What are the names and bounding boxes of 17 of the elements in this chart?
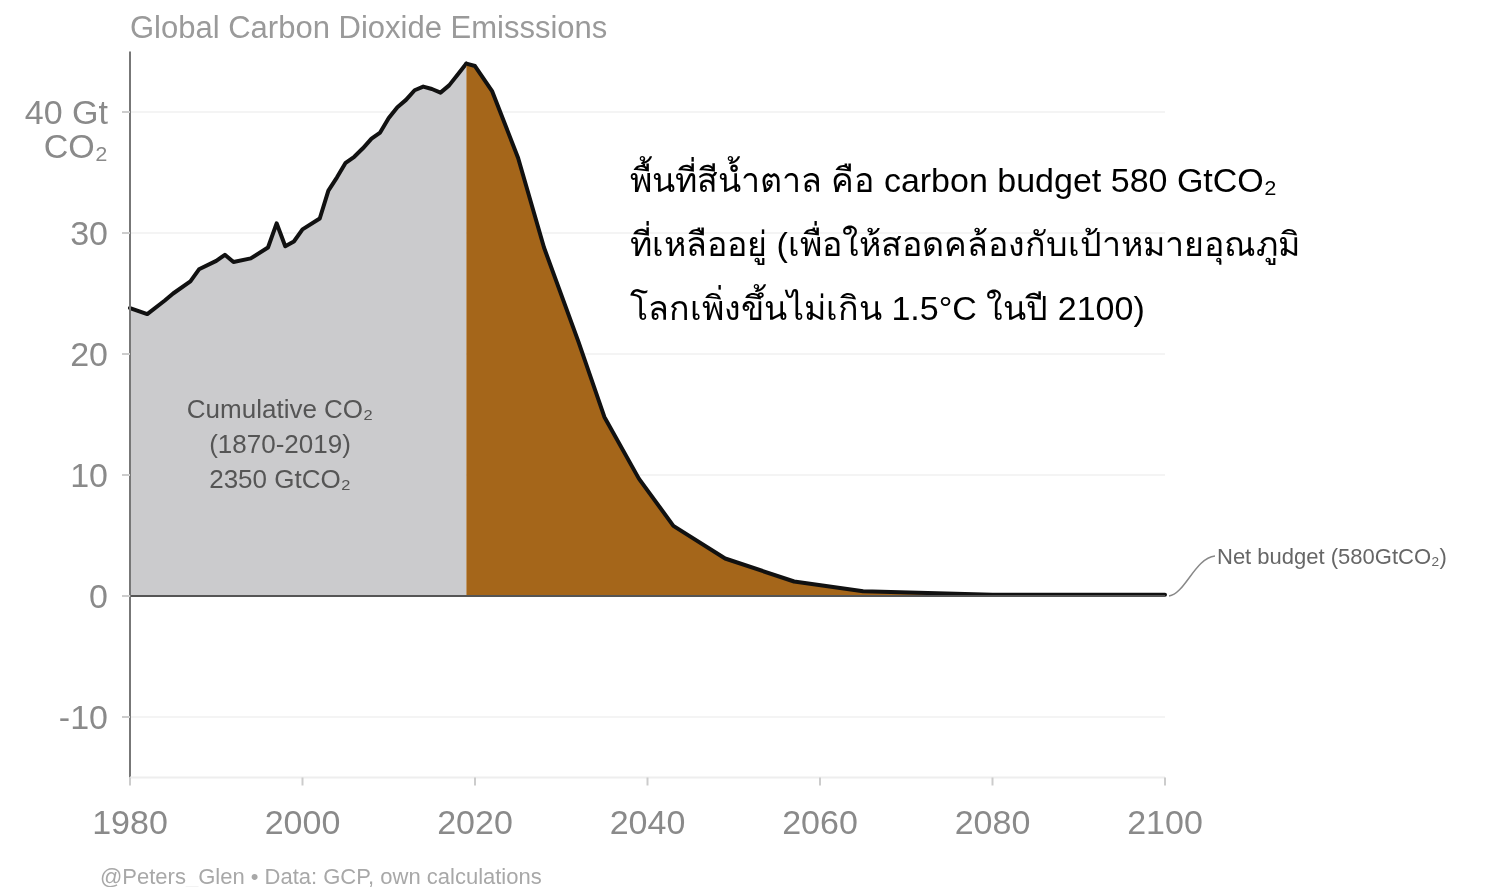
annotation: Net budget (580GtCO₂) [1217, 544, 1447, 569]
x-tick-label: 2000 [264, 802, 341, 841]
x-tick-label: 1980 [92, 802, 168, 841]
y-tick-label: 30 [70, 214, 108, 252]
annotation: พื้นที่สีน้ำตาล คือ carbon budget 580 GtCO₂ ที่เหลืออยู่ (เพื่อให้สอดคล้องกับเป้าหมายอุณภูมิ โลกเพิ่งขึ้นไม่เกิน 1.5°C ในปี 2100) [630, 156, 1300, 327]
x-tick-label: 2020 [437, 802, 513, 841]
chart-title: Global Carbon Dioxide Emisssions [130, 10, 608, 45]
y-tick-label: 20 [70, 335, 108, 373]
y-tick-label: 10 [70, 456, 108, 494]
y-tick-label: -10 [58, 698, 108, 736]
annotation: Cumulative CO₂ (1870-2019) 2350 GtCO₂ [186, 394, 374, 494]
x-tick-label: 2100 [1127, 802, 1203, 841]
x-tick-label: 2060 [782, 802, 858, 841]
y-tick-label: 0 [89, 577, 108, 615]
x-tick-label: 2040 [609, 802, 686, 841]
x-tick-label: 2080 [954, 802, 1031, 841]
y-tick-label: 40 Gt CO₂ [24, 93, 109, 165]
